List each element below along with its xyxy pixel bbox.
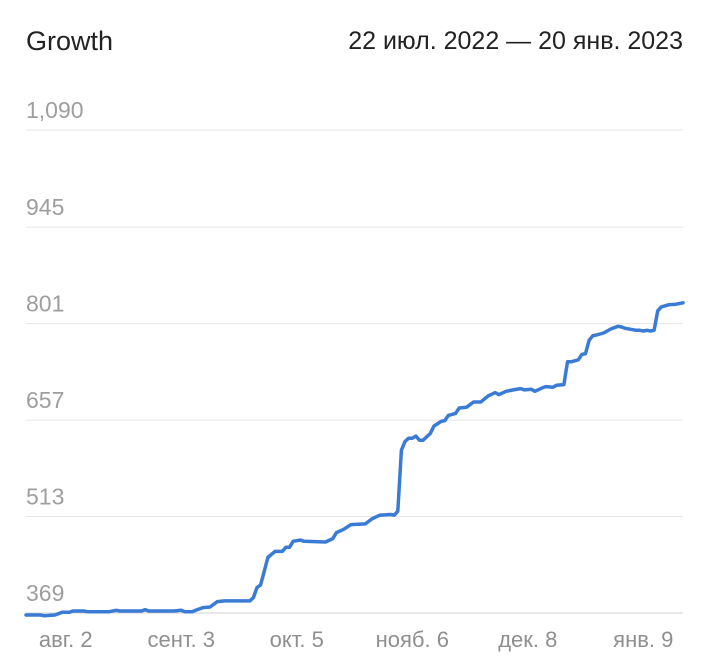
x-tick-label: нояб. 6 [376, 627, 449, 652]
y-tick-label: 657 [26, 387, 64, 413]
x-tick-label: авг. 2 [39, 627, 93, 652]
y-tick-label: 513 [26, 484, 64, 510]
y-tick-label: 1,090 [26, 97, 84, 123]
grid-lines [26, 129, 683, 614]
y-axis-ticks: 369 513 657 801 945 1,090 [26, 97, 84, 606]
x-tick-label: сент. 3 [147, 627, 214, 652]
y-tick-label: 945 [26, 194, 64, 220]
date-range[interactable]: 22 июл. 2022 — 20 янв. 2023 [348, 27, 683, 55]
x-tick-label: дек. 8 [498, 627, 557, 652]
series-layer [24, 301, 685, 618]
chart-title: Growth [26, 26, 114, 56]
x-tick-label: янв. 9 [613, 627, 673, 652]
y-tick-label: 369 [26, 580, 64, 606]
x-tick-label: окт. 5 [270, 627, 324, 652]
series-line[interactable] [24, 301, 685, 618]
x-axis-ticks: авг. 2 сент. 3 окт. 5 нояб. 6 дек. 8 янв. 9 [39, 627, 674, 652]
y-tick-label: 801 [26, 291, 64, 317]
